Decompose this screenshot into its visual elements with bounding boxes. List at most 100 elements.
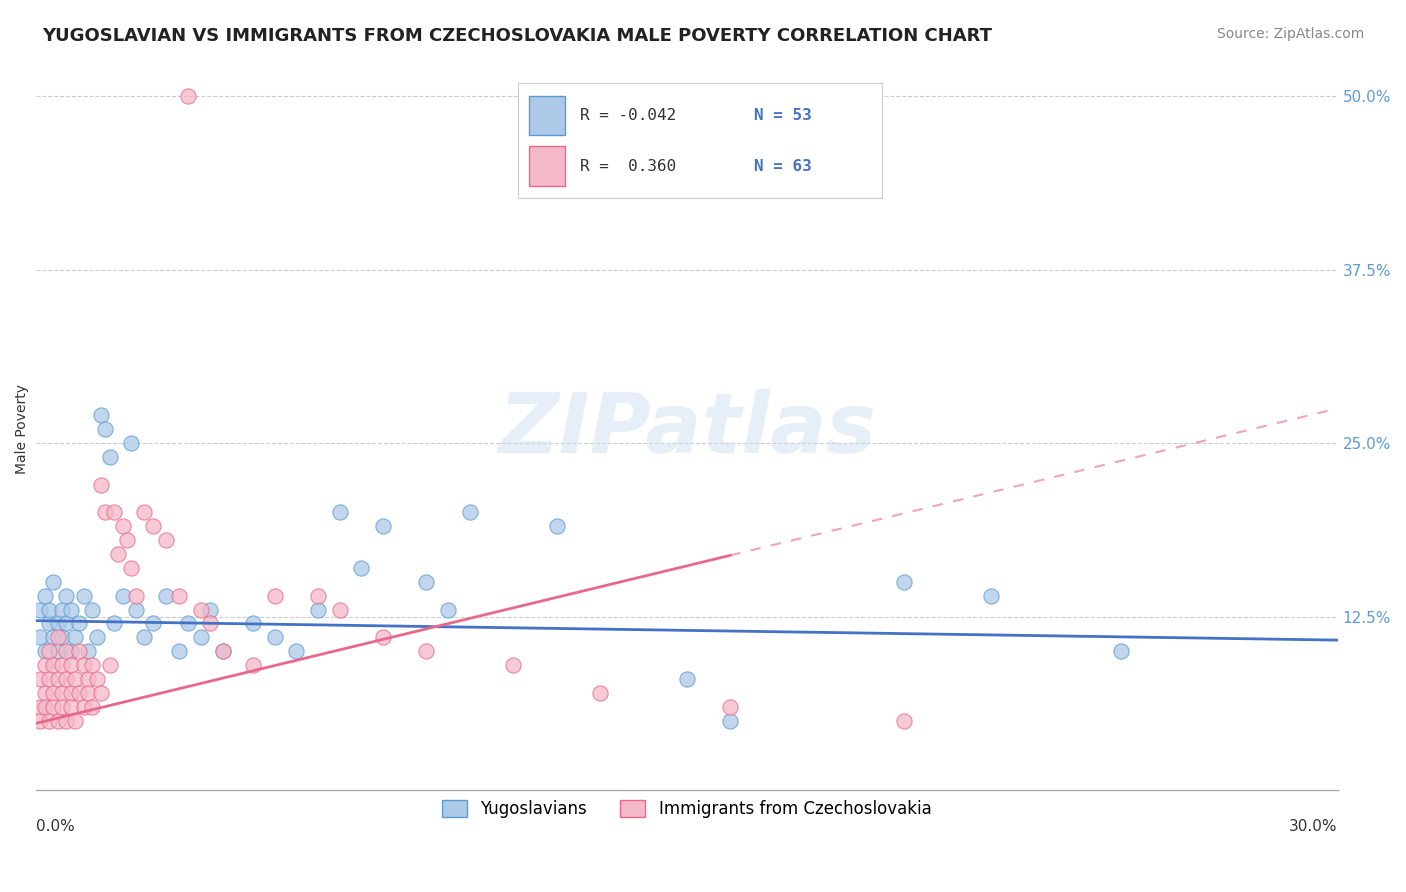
Point [73,589,96,603]
Point [263,589,285,603]
Point [155,533,177,548]
Point [120,561,142,575]
Point [46,672,69,686]
Point [59,699,82,714]
Point [134,506,156,520]
Point [329,506,352,520]
Point [30,699,52,714]
Legend: Yugoslavians, Immigrants from Czechoslovakia: Yugoslavians, Immigrants from Czechoslov… [436,793,938,825]
Point [51,686,73,700]
Point [34,699,56,714]
Point [51,699,73,714]
Point [51,630,73,644]
Point [198,616,221,631]
Text: YUGOSLAVIAN VS IMMIGRANTS FROM CZECHOSLOVAKIA MALE POVERTY CORRELATION CHART: YUGOSLAVIAN VS IMMIGRANTS FROM CZECHOSLO… [42,27,993,45]
Point [94,506,117,520]
Y-axis label: Male Poverty: Male Poverty [15,384,30,475]
Point [90,409,112,423]
Point [329,602,352,616]
Point [718,699,741,714]
Point [371,630,394,644]
Point [546,519,568,533]
Text: 0.0%: 0.0% [37,819,75,834]
Point [42,658,65,673]
Point [115,533,138,548]
Point [893,714,915,728]
Point [34,658,56,673]
Point [59,602,82,616]
Point [38,616,60,631]
Point [111,589,134,603]
Point [718,714,741,728]
Text: Source: ZipAtlas.com: Source: ZipAtlas.com [1216,27,1364,41]
Point [307,602,329,616]
Point [86,672,108,686]
Point [30,714,52,728]
Point [415,574,437,589]
Point [67,616,90,631]
Point [94,422,117,436]
Point [190,630,212,644]
Point [46,714,69,728]
Point [155,589,177,603]
Point [125,589,148,603]
Point [34,589,56,603]
Point [82,602,104,616]
Point [285,644,308,658]
Point [55,672,77,686]
Point [42,699,65,714]
Point [46,644,69,658]
Point [242,616,264,631]
Point [86,630,108,644]
Point [307,589,329,603]
Point [55,589,77,603]
Point [242,658,264,673]
Point [198,602,221,616]
Point [90,686,112,700]
Point [675,672,697,686]
Point [42,686,65,700]
Point [77,686,100,700]
Point [103,616,125,631]
Point [55,644,77,658]
Point [63,714,86,728]
Point [1109,644,1132,658]
Point [34,686,56,700]
Point [350,561,373,575]
Point [979,589,1001,603]
Point [177,89,200,103]
Point [38,602,60,616]
Point [167,589,190,603]
Point [77,672,100,686]
Point [42,574,65,589]
Point [371,519,394,533]
Point [120,436,142,450]
Point [211,644,233,658]
Point [73,699,96,714]
Point [51,602,73,616]
Point [38,644,60,658]
Point [73,658,96,673]
Point [98,658,121,673]
Point [59,644,82,658]
Point [46,630,69,644]
Point [125,602,148,616]
Point [55,616,77,631]
Point [51,658,73,673]
Point [211,644,233,658]
Point [82,658,104,673]
Point [42,630,65,644]
Point [177,616,200,631]
Point [67,644,90,658]
Point [38,714,60,728]
Point [59,686,82,700]
Point [437,602,460,616]
Point [82,699,104,714]
Point [111,519,134,533]
Point [502,658,524,673]
Point [90,477,112,491]
Point [107,547,129,561]
Point [55,714,77,728]
Point [415,644,437,658]
Point [38,672,60,686]
